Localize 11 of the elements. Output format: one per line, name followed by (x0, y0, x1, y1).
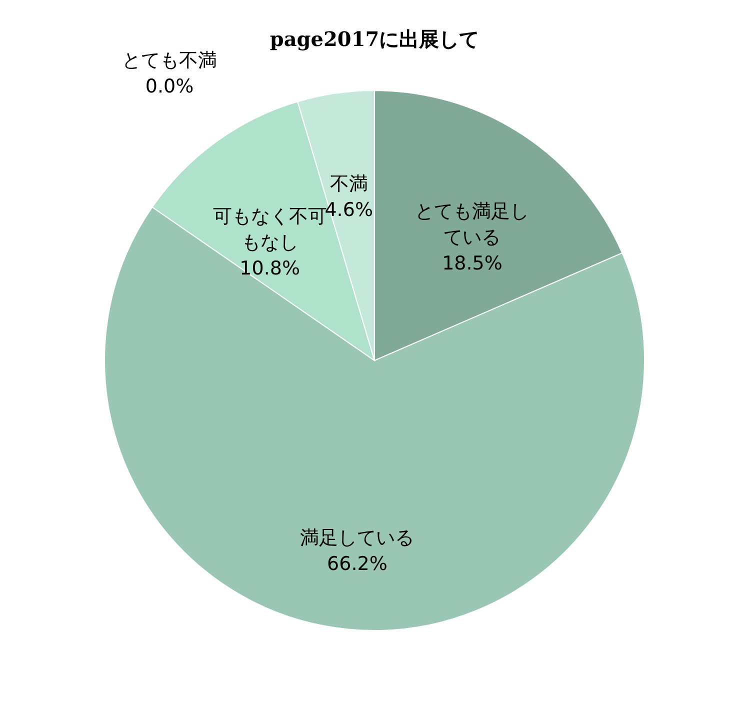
slice-label: 満足している (300, 526, 414, 549)
data-label: 10.8% (240, 257, 300, 280)
text: 0.0% (145, 76, 194, 98)
chart-title: page2017に出展して (270, 27, 480, 51)
data-label: 66.2% (327, 552, 388, 575)
slice-label: とても満足している (415, 200, 530, 248)
slice-label: 可もなく不可もなし (212, 205, 327, 254)
data-label: 18.5% (442, 252, 502, 274)
data-label: 4.6% (324, 199, 374, 222)
slice-label: 不満 (330, 173, 368, 196)
category-label: とても不満 (122, 50, 217, 72)
